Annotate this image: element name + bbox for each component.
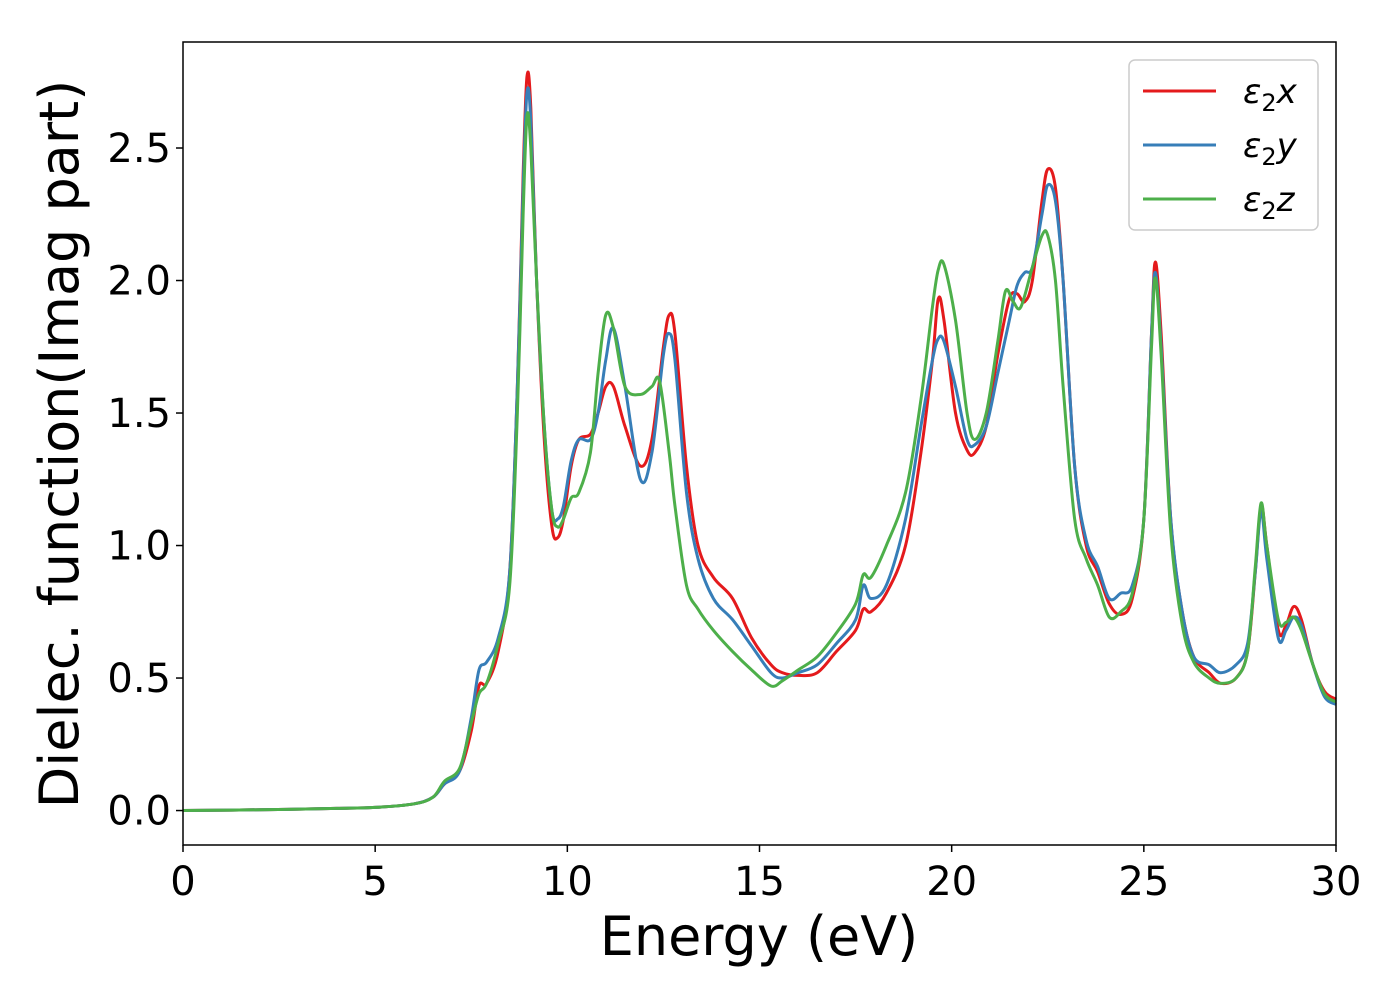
y-tick-label: 2.0 [107, 259, 171, 305]
y-axis-label: Dielec. function(Imag part) [28, 80, 91, 809]
y-tick-label: 2.5 [107, 126, 171, 172]
x-tick-label: 15 [734, 859, 785, 905]
x-tick-label: 10 [542, 859, 593, 905]
legend-box [1128, 59, 1319, 231]
x-tick-label: 25 [1118, 859, 1169, 905]
y-tick-label: 1.5 [107, 391, 171, 437]
x-tick-label: 20 [926, 859, 977, 905]
x-axis-label: Energy (eV) [600, 905, 919, 968]
y-axis: 0.0 0.5 1.0 1.5 2.0 2.5 [107, 126, 183, 835]
legend-label-z: ε2z [1243, 180, 1296, 225]
legend: ε2x ε2y ε2z [1128, 59, 1319, 231]
x-tick-label: 5 [362, 859, 387, 905]
x-tick-label: 30 [1311, 859, 1362, 905]
series-line-z [182, 111, 1337, 813]
x-tick-label: 0 [170, 859, 195, 905]
y-tick-label: 0.5 [107, 656, 171, 702]
y-tick-label: 1.0 [107, 524, 171, 570]
legend-label-y: ε2y [1243, 126, 1298, 171]
x-axis: 0 5 10 15 20 25 30 [170, 845, 1361, 905]
legend-label-x: ε2x [1243, 72, 1298, 117]
y-tick-label: 0.0 [107, 789, 171, 835]
series-lines [182, 70, 1337, 813]
